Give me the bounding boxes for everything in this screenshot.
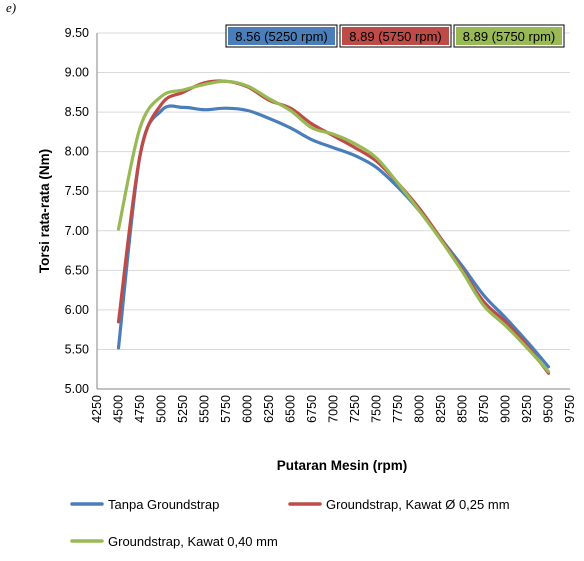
x-tick-label: 7750 xyxy=(391,395,405,423)
series-line-1 xyxy=(116,104,551,369)
peak-label-fill xyxy=(228,27,335,45)
y-tick-label: 9.00 xyxy=(65,66,89,80)
series-line-3 xyxy=(116,79,551,374)
legend: Tanpa Groundstrap Groundstrap, Kawat Ø 0,… xyxy=(70,497,510,549)
x-tick-label: 5500 xyxy=(198,395,212,423)
x-tick-label: 9250 xyxy=(520,395,534,423)
y-axis-title: Torsi rata-rata (Nm) xyxy=(37,149,52,273)
y-tick-label: 7.00 xyxy=(65,224,89,238)
y-tick-labels: 9.50 9.00 8.50 8.00 7.50 7.00 6.50 6.00 5.50 5.00 xyxy=(65,26,89,396)
y-tick-label: 5.50 xyxy=(65,342,89,356)
x-tick-label: 5000 xyxy=(155,395,169,423)
x-tick-label: 8000 xyxy=(413,395,427,423)
x-axis-title: Putaran Mesin (rpm) xyxy=(277,458,408,473)
legend-label: Tanpa Groundstrap xyxy=(108,497,219,512)
legend-label: Groundstrap, Kawat 0,40 mm xyxy=(108,534,278,549)
x-tick-label: 8750 xyxy=(477,395,491,423)
peak-label-fill xyxy=(342,27,449,45)
y-tick-label: 9.50 xyxy=(65,26,89,40)
figure-label: e) xyxy=(6,0,17,15)
x-tick-label: 8500 xyxy=(456,395,470,423)
x-tick-label: 6250 xyxy=(262,395,276,423)
peak-label-text: 8.89 (5750 rpm) xyxy=(463,29,556,44)
x-tick-labels: 4250 4500 4750 5000 5250 5500 5750 6000 6250 6500… xyxy=(90,395,577,423)
series-line-2 xyxy=(116,79,551,375)
x-tick-label: 7500 xyxy=(370,395,384,423)
legend-item-2: Groundstrap, Kawat Ø 0,25 mm xyxy=(288,497,510,512)
peak-label-text: 8.89 (5750 rpm) xyxy=(349,29,442,44)
x-tick-label: 7000 xyxy=(327,395,341,423)
x-tick-label: 9000 xyxy=(499,395,513,423)
y-tick-label: 7.50 xyxy=(65,184,89,198)
legend-item-1: Tanpa Groundstrap xyxy=(70,497,219,512)
y-tick-label: 8.00 xyxy=(65,145,89,159)
x-tick-label: 5750 xyxy=(219,395,233,423)
peak-label-3: 8.89 (5750 rpm) xyxy=(453,24,565,48)
x-tick-label: 8250 xyxy=(434,395,448,423)
x-tick-label: 9750 xyxy=(563,395,577,423)
peak-label-fill xyxy=(456,27,562,45)
legend-label: Groundstrap, Kawat Ø 0,25 mm xyxy=(326,497,510,512)
x-tick-label: 4250 xyxy=(90,395,104,423)
peak-label-1: 8.56 (5250 rpm) xyxy=(225,24,338,48)
x-tick-label: 4500 xyxy=(112,395,126,423)
x-tick-label: 6750 xyxy=(305,395,319,423)
x-tick-label: 6500 xyxy=(284,395,298,423)
x-tick-label: 5250 xyxy=(176,395,190,423)
peak-label-text: 8.56 (5250 rpm) xyxy=(235,29,328,44)
y-tick-label: 5.00 xyxy=(65,382,89,396)
grid-layer xyxy=(97,32,570,350)
peak-label-2: 8.89 (5750 rpm) xyxy=(339,24,452,48)
series-layer xyxy=(116,79,551,375)
x-tick-label: 7250 xyxy=(348,395,362,423)
legend-item-3: Groundstrap, Kawat 0,40 mm xyxy=(70,534,278,549)
x-tick-label: 9500 xyxy=(542,395,556,423)
peak-annotations: 8.56 (5250 rpm) 8.89 (5750 rpm) 8.89 (5750… xyxy=(225,24,565,48)
x-tick-label: 4750 xyxy=(133,395,147,423)
y-tick-label: 8.50 xyxy=(65,105,89,119)
x-tick-label: 6000 xyxy=(241,395,255,423)
y-tick-label: 6.50 xyxy=(65,263,89,277)
y-tick-label: 6.00 xyxy=(65,303,89,317)
